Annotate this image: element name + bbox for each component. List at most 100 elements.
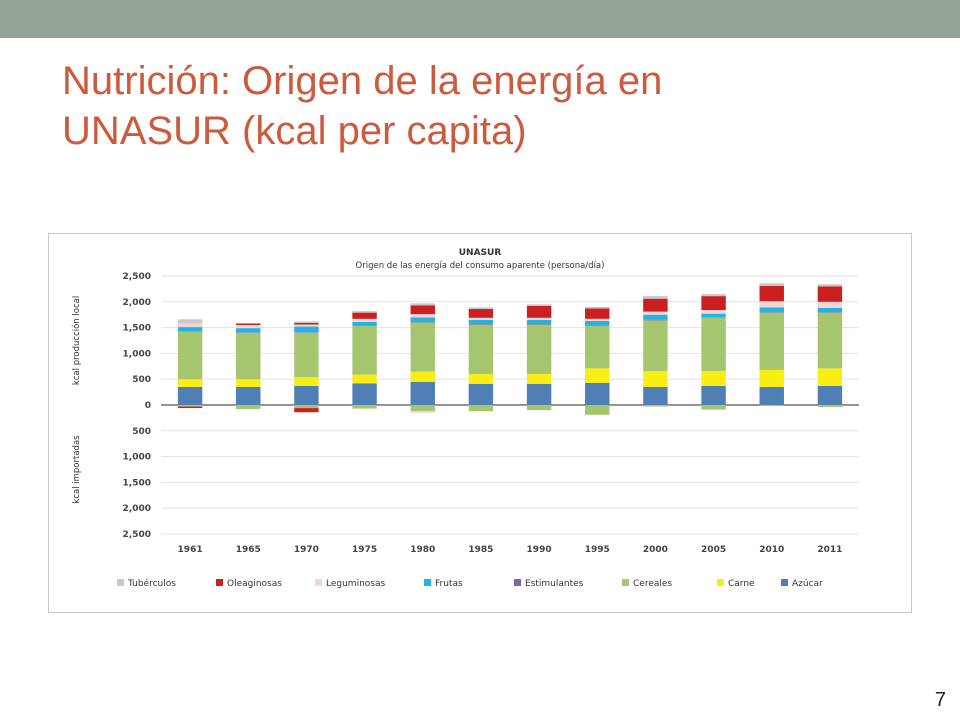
legend-label: Cereales bbox=[633, 579, 672, 589]
bar-segment bbox=[468, 374, 494, 384]
bar-segment bbox=[643, 296, 668, 299]
bar-segment bbox=[410, 317, 435, 322]
bar-segment bbox=[526, 317, 552, 320]
bar-segment bbox=[585, 318, 610, 321]
bar-segment bbox=[294, 322, 319, 325]
bar-segment bbox=[701, 385, 726, 405]
x-tick-label: 1975 bbox=[352, 545, 377, 555]
bar-segment bbox=[585, 306, 610, 309]
chart-title: UNASUR bbox=[459, 248, 502, 258]
bar-segment bbox=[759, 283, 784, 286]
x-tick-label: 2000 bbox=[643, 545, 668, 555]
x-tick-label: 1961 bbox=[178, 545, 203, 555]
legend-label: Azúcar bbox=[792, 579, 823, 589]
bar-segment bbox=[352, 321, 377, 326]
bar-segment bbox=[701, 370, 726, 386]
bar-segment bbox=[817, 284, 843, 287]
y-tick-label: 1,500 bbox=[123, 324, 151, 334]
bar-segment bbox=[294, 332, 319, 378]
bar-segment bbox=[701, 317, 726, 318]
bar-segment bbox=[643, 386, 668, 405]
bar-segment-imported bbox=[526, 405, 552, 411]
page-number: 7 bbox=[934, 689, 946, 711]
bar-segment bbox=[701, 296, 726, 311]
y-tick-label: 1,000 bbox=[123, 349, 151, 359]
bar-segment bbox=[410, 321, 435, 323]
bar-segment-imported bbox=[177, 405, 203, 407]
energy-origin-chart: UNASUR Origen de las energía del consumo … bbox=[71, 248, 859, 589]
bar-segment bbox=[643, 319, 668, 321]
bar-segment bbox=[177, 323, 203, 328]
bar-segment bbox=[701, 310, 726, 314]
y-axis-label-imported: kcal importadas bbox=[72, 435, 82, 504]
legend-swatch bbox=[622, 579, 629, 586]
bar-segment bbox=[410, 322, 435, 372]
bar-segment bbox=[759, 301, 784, 308]
bar-segment bbox=[526, 319, 552, 324]
legend-swatch bbox=[117, 579, 124, 586]
bar-segment bbox=[585, 382, 610, 405]
bar-segment bbox=[468, 383, 494, 405]
bar-segment bbox=[177, 327, 203, 332]
x-tick-label: 1980 bbox=[410, 545, 435, 555]
bar-segment bbox=[294, 324, 319, 327]
bar-segment bbox=[177, 319, 203, 324]
bar-segment bbox=[410, 314, 435, 318]
bar-segment-imported bbox=[352, 405, 377, 409]
legend-swatch bbox=[781, 579, 788, 586]
x-tick-label: 2011 bbox=[817, 545, 842, 555]
bar-segment bbox=[526, 324, 552, 375]
x-tick-label: 1970 bbox=[294, 545, 319, 555]
bar-segment bbox=[759, 312, 784, 370]
x-tick-label: 1965 bbox=[236, 545, 261, 555]
legend-swatch bbox=[424, 579, 431, 586]
bar-segment bbox=[585, 325, 610, 369]
bar-segment bbox=[526, 383, 552, 405]
bar-segment bbox=[701, 313, 726, 318]
bar-segment bbox=[526, 305, 552, 318]
bar-segment bbox=[236, 379, 261, 387]
bar-segment bbox=[236, 332, 261, 380]
bar-segment bbox=[468, 317, 494, 320]
bar-segment-imported bbox=[759, 405, 784, 407]
y-tick-label: 2,000 bbox=[123, 504, 151, 514]
bar-segment bbox=[468, 323, 494, 325]
bar-segment-imported bbox=[177, 406, 203, 409]
legend-swatch bbox=[514, 579, 521, 586]
bar-segment bbox=[177, 386, 203, 405]
bar-segment bbox=[643, 311, 668, 315]
bar-segment bbox=[352, 312, 377, 319]
y-tick-label: 0 bbox=[145, 401, 151, 411]
bar-segment bbox=[585, 368, 610, 383]
bar-segment-imported bbox=[468, 405, 494, 412]
bar-segment bbox=[817, 368, 843, 386]
bar-segment bbox=[468, 319, 494, 324]
bar-segment bbox=[643, 320, 668, 371]
bar-segment bbox=[759, 312, 784, 313]
bar-segment bbox=[817, 312, 843, 313]
slide-title-line-1: Nutrición: Origen de la energía en bbox=[62, 59, 663, 103]
chart-subtitle: Origen de las energía del consumo aparen… bbox=[356, 261, 605, 271]
chart-frame: UNASUR Origen de las energía del consumo … bbox=[48, 233, 912, 613]
bar-segment bbox=[585, 308, 610, 319]
bar-segment bbox=[294, 377, 319, 386]
top-bar bbox=[0, 0, 960, 38]
bar-segment bbox=[468, 309, 494, 318]
bar-segment bbox=[177, 379, 203, 387]
x-tick-label: 2010 bbox=[759, 545, 784, 555]
legend-label: Estimulantes bbox=[525, 579, 584, 589]
slide-title-line-2: UNASUR (kcal per capita) bbox=[62, 109, 527, 153]
y-tick-label: 2,000 bbox=[123, 298, 151, 308]
bar-segment bbox=[585, 325, 610, 326]
y-tick-label: 1,500 bbox=[123, 478, 151, 488]
bar-segment bbox=[468, 324, 494, 375]
bar-segment bbox=[236, 323, 261, 326]
x-tick-label: 2005 bbox=[701, 545, 726, 555]
y-tick-label: 500 bbox=[132, 375, 151, 385]
bar-segment-imported bbox=[410, 405, 435, 412]
bar-segment bbox=[294, 326, 319, 333]
bar-segment bbox=[352, 325, 377, 326]
legend-label: Oleaginosas bbox=[227, 579, 282, 589]
bar-segment bbox=[759, 386, 784, 405]
bar-segment bbox=[236, 332, 261, 333]
